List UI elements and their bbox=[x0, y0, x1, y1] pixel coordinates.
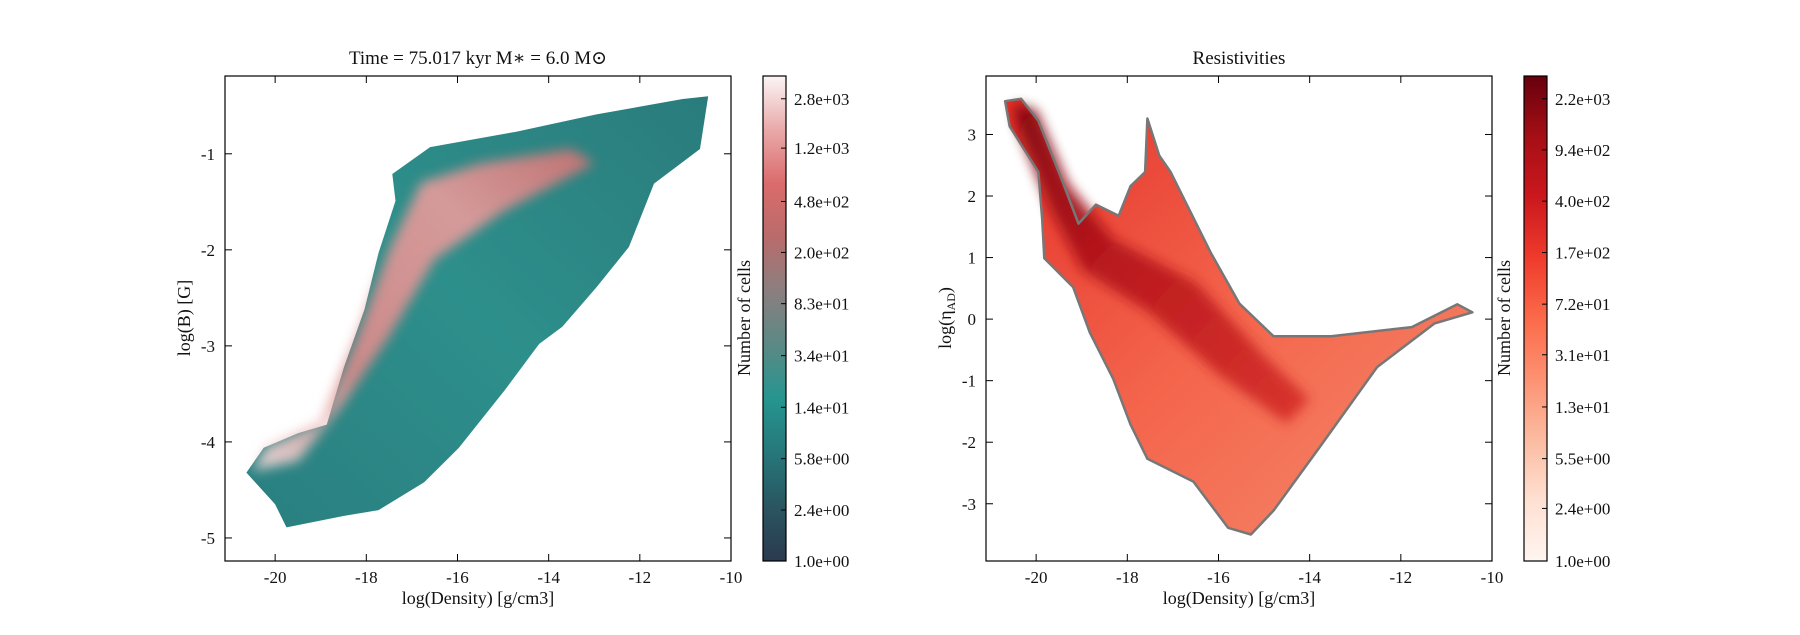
right-contour-outline bbox=[1003, 97, 1474, 536]
right-y-tick-label: -2 bbox=[962, 433, 976, 452]
right-x-tick-label: -16 bbox=[1207, 568, 1230, 587]
right-heatmap bbox=[1003, 97, 1474, 536]
right-axes-frame bbox=[985, 75, 1493, 562]
left-colorbar-tick-label: 8.3e+01 bbox=[794, 295, 849, 314]
left-occupied-region bbox=[246, 96, 709, 528]
right-y-label-main: log(η bbox=[935, 310, 956, 348]
left-x-tick-label: -10 bbox=[720, 568, 743, 587]
left-colorbar-tick-label: 5.8e+00 bbox=[794, 450, 849, 469]
left-colorbar-tick-label: 2.8e+03 bbox=[794, 90, 849, 109]
left-heatmap bbox=[246, 96, 709, 528]
right-y-tick-label: 2 bbox=[968, 187, 977, 206]
left-y-tick-label: -4 bbox=[201, 433, 216, 452]
right-x-tick-label: -18 bbox=[1116, 568, 1139, 587]
left-x-tick-label: -18 bbox=[355, 568, 378, 587]
right-y-label-sub: AD bbox=[944, 293, 958, 311]
right-colorbar-tick-label: 9.4e+02 bbox=[1555, 141, 1610, 160]
left-colorbar-tick-label: 2.0e+02 bbox=[794, 243, 849, 262]
right-panel: Resistivities -20 -18 -16 -14 -12 -103210-1-2… bbox=[935, 48, 1610, 609]
right-y-label-close: ) bbox=[935, 287, 956, 293]
right-y-tick-label: 0 bbox=[968, 310, 977, 329]
right-occupied-region bbox=[1005, 98, 1473, 535]
right-y-tick-label: -1 bbox=[962, 372, 976, 391]
right-colorbar-tick-label: 1.3e+01 bbox=[1555, 398, 1610, 417]
left-axes-frame bbox=[224, 75, 732, 562]
right-colorbar-bar bbox=[1523, 75, 1548, 562]
left-x-tick-label: -20 bbox=[264, 568, 287, 587]
right-x-axis-label: log(Density) [g/cm3] bbox=[1163, 588, 1315, 609]
right-high-count-region bbox=[1013, 103, 1310, 424]
left-y-tick-label: -3 bbox=[201, 337, 215, 356]
left-x-axis-label: log(Density) [g/cm3] bbox=[402, 588, 554, 609]
right-y-axis-label: log(ηAD) bbox=[935, 287, 958, 349]
left-colorbar-label: Number of cells bbox=[734, 260, 754, 376]
left-colorbar-tick-label: 1.0e+00 bbox=[794, 552, 849, 571]
right-colorbar-tick-label: 5.5e+00 bbox=[1555, 450, 1610, 469]
right-colorbar: 1.0e+00 2.4e+00 5.5e+00 1.3e+01 3.1e+01 7.2e+… bbox=[1523, 75, 1610, 571]
right-x-tick-label: -20 bbox=[1025, 568, 1048, 587]
left-x-tick-label: -16 bbox=[446, 568, 469, 587]
right-x-tick-label: -14 bbox=[1298, 568, 1321, 587]
right-x-tick-label: -12 bbox=[1389, 568, 1412, 587]
left-x-tick-label: -12 bbox=[628, 568, 651, 587]
left-axis-ticks: -20 -18 -16 -14 -12 -10 -1 -2 -3 -4 -5 bbox=[201, 76, 743, 587]
right-y-tick-label: 3 bbox=[968, 125, 977, 144]
left-panel: Time = 75.017 kyr M∗ = 6.0 M⊙ -20 -18 -16-… bbox=[174, 48, 849, 609]
right-colorbar-tick-label: 2.4e+00 bbox=[1555, 499, 1610, 518]
right-colorbar-tick-label: 7.2e+01 bbox=[1555, 295, 1610, 314]
right-colorbar-tick-label: 1.7e+02 bbox=[1555, 244, 1610, 263]
right-x-tick-label: -10 bbox=[1481, 568, 1504, 587]
right-colorbar-tick-label: 2.2e+03 bbox=[1555, 90, 1610, 109]
left-colorbar-tick-label: 3.4e+01 bbox=[794, 347, 849, 366]
left-x-tick-label: -14 bbox=[537, 568, 560, 587]
right-colorbar-tick-label: 4.0e+02 bbox=[1555, 192, 1610, 211]
left-colorbar-bar bbox=[762, 75, 787, 562]
right-axis-ticks: -20 -18 -16 -14 -12 -10 3 2 1 0 -1 -2 -3 bbox=[962, 76, 1504, 587]
left-y-tick-label: -5 bbox=[201, 529, 215, 548]
right-colorbar-tick-label: 1.0e+00 bbox=[1555, 552, 1610, 571]
left-y-tick-label: -2 bbox=[201, 241, 215, 260]
left-colorbar: 1.0e+00 2.4e+00 5.8e+00 1.4e+01 3.4e+01 8.3e+… bbox=[762, 75, 849, 571]
left-high-count-region bbox=[252, 149, 595, 471]
left-colorbar-tick-label: 4.8e+02 bbox=[794, 192, 849, 211]
left-y-axis-label: log(B) [G] bbox=[174, 280, 195, 356]
right-y-tick-label: -3 bbox=[962, 495, 976, 514]
right-colorbar-tick-label: 3.1e+01 bbox=[1555, 346, 1610, 365]
left-colorbar-tick-label: 2.4e+00 bbox=[794, 501, 849, 520]
left-panel-title: Time = 75.017 kyr M∗ = 6.0 M⊙ bbox=[349, 48, 607, 69]
right-colorbar-label: Number of cells bbox=[1494, 260, 1514, 376]
left-colorbar-tick-label: 1.4e+01 bbox=[794, 398, 849, 417]
left-y-tick-label: -1 bbox=[201, 145, 215, 164]
right-panel-title: Resistivities bbox=[1193, 48, 1286, 69]
right-y-tick-label: 1 bbox=[968, 249, 977, 268]
left-colorbar-tick-label: 1.2e+03 bbox=[794, 139, 849, 158]
